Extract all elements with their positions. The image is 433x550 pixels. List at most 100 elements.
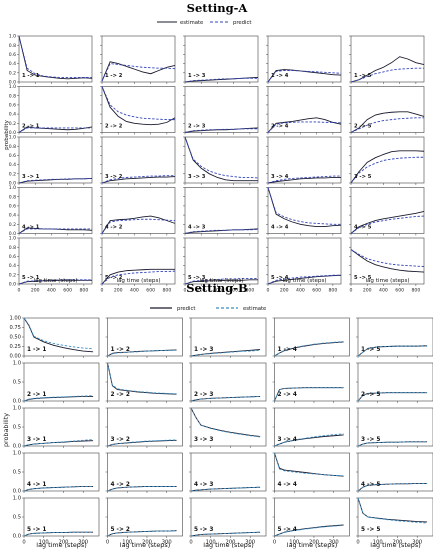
setting-a-legend: estimate predict <box>157 20 252 26</box>
panel-label: 1 -> 1 <box>22 73 40 79</box>
panel-a-2-4: 2 -> 4 <box>266 86 342 135</box>
y-tick-label: 0.5 <box>13 380 21 386</box>
panel-a-4-3: 4 -> 3 <box>183 187 259 236</box>
series-line-predict <box>184 228 259 234</box>
panel-label: 2 -> 4 <box>278 392 297 398</box>
panel-label: 1 -> 3 <box>194 347 213 353</box>
series-line-predict <box>184 128 258 133</box>
series-line-predict <box>267 274 341 285</box>
panel-frame <box>274 407 350 447</box>
series-line-estimate <box>190 486 261 492</box>
panel-b-3-3: 3 -> 3 <box>189 407 267 448</box>
series-line-predict <box>18 177 93 184</box>
panel-label: 5 -> 2 <box>111 527 130 533</box>
panel-frame <box>23 497 100 537</box>
x-tick-label: 0 <box>22 540 25 546</box>
series-line-estimate <box>18 35 93 80</box>
panel-b-3-1: 0.0 0.5 1.0 3 -> 1 <box>13 406 100 450</box>
x-tick-label: 200 <box>280 288 289 294</box>
y-tick-label: 0.6 <box>9 254 16 260</box>
series-line-estimate <box>357 497 428 524</box>
setting-b-legend: predict estimate <box>150 306 266 312</box>
panel-label: 2 -> 3 <box>188 124 206 130</box>
y-tick-label: 0.8 <box>9 194 16 200</box>
y-tick-label: 0.5 <box>13 515 21 521</box>
panel-a-1-5: 1 -> 5 <box>349 35 425 84</box>
x-tick-label: 800 <box>245 288 254 294</box>
x-tick-label: 0 <box>18 288 21 294</box>
x-tick-label: 200 <box>197 288 206 294</box>
x-tick-label: 200 <box>309 540 319 546</box>
panel-label: 5 -> 3 <box>188 275 206 281</box>
series-line-estimate <box>350 249 425 273</box>
panel-a-4-1: 0.0 0.2 0.4 0.6 0.8 1.0 4 -> 1 <box>9 185 93 237</box>
y-tick-label: 0.4 <box>9 213 16 219</box>
panel-b-5-1: 0.0 0.5 1.0 0 100 200 300 5 -> 1 lag time (steps… <box>13 496 100 549</box>
panel-a-3-3: 3 -> 3 <box>183 136 259 185</box>
legend-a-label-2: predict <box>233 20 252 26</box>
series-line-estimate <box>267 187 342 228</box>
y-tick-label: 0.8 <box>9 93 16 99</box>
series-line-predict <box>184 278 258 285</box>
panel-a-1-2: 1 -> 2 <box>100 35 176 84</box>
x-axis-label: lag time (steps) <box>116 278 160 284</box>
y-tick-label: 0.4 <box>9 263 16 269</box>
panel-label: 1 -> 4 <box>271 73 289 79</box>
legend-a-label-1: estimate <box>180 20 203 26</box>
series-line-estimate <box>18 279 92 285</box>
y-tick-label: 1.0 <box>9 34 16 40</box>
x-tick-label: 0 <box>106 540 109 546</box>
series-line-estimate <box>357 392 428 402</box>
y-tick-label: 0.0 <box>9 130 16 136</box>
panel-frame <box>107 452 183 492</box>
series-line-estimate <box>107 485 177 492</box>
y-tick-label: 0.6 <box>9 153 16 159</box>
x-tick-label: 800 <box>328 288 337 294</box>
series-line-estimate <box>101 176 176 184</box>
series-line-predict <box>18 127 92 133</box>
panel-label: 4 -> 3 <box>194 482 213 488</box>
x-axis-label: lag time (steps) <box>370 541 420 549</box>
setting-b-title: Setting-B <box>186 281 248 295</box>
series-line-predict <box>184 136 259 179</box>
series-line-predict <box>267 175 341 184</box>
panel-label: 1 -> 5 <box>354 73 372 79</box>
y-tick-label: 0.2 <box>9 272 16 278</box>
panel-frame <box>184 35 259 83</box>
x-tick-label: 0 <box>356 540 359 546</box>
panel-label: 5 -> 4 <box>271 275 289 281</box>
panel-label: 2 -> 4 <box>271 124 289 130</box>
series-line-predict <box>274 452 344 477</box>
x-tick-label: 400 <box>379 288 388 294</box>
series-line-estimate <box>101 61 176 82</box>
panel-label: 3 -> 3 <box>188 174 206 180</box>
panel-a-2-3: 2 -> 3 <box>183 86 259 135</box>
x-axis-label: lag time (steps) <box>282 278 326 284</box>
x-axis-label: lag time (steps) <box>365 278 409 284</box>
panel-label: 1 -> 4 <box>278 347 297 353</box>
series-line-predict <box>18 228 92 234</box>
panel-frame <box>350 86 425 133</box>
panel-label: 4 -> 2 <box>111 482 130 488</box>
panel-frame <box>350 35 425 83</box>
y-tick-label: 0.8 <box>9 245 16 251</box>
x-axis-label: lag time (steps) <box>120 541 170 549</box>
setting-a-grid: 0.0 0.2 0.4 0.6 0.8 1.0 1 -> 1 1 -> 2 1 -> 3 1 ->… <box>9 34 425 294</box>
y-tick-label: 1.0 <box>9 185 16 191</box>
x-tick-label: 200 <box>59 540 69 546</box>
y-tick-label: 0.2 <box>9 222 16 228</box>
panel-b-2-1: 0.0 0.5 1.0 2 -> 1 <box>13 361 100 405</box>
panel-label: 2 -> 3 <box>194 392 213 398</box>
panel-a-1-4: 1 -> 4 <box>266 35 342 84</box>
series-line-estimate <box>274 524 344 537</box>
series-line-predict <box>101 86 175 121</box>
x-tick-label: 100 <box>289 540 299 546</box>
panel-label: 3 -> 5 <box>361 437 380 443</box>
panel-label: 3 -> 4 <box>271 174 289 180</box>
panel-frame <box>107 497 183 537</box>
panel-label: 3 -> 4 <box>278 437 297 443</box>
panel-a-3-1: 0.0 0.2 0.4 0.6 0.8 1.0 3 -> 1 <box>9 135 93 187</box>
x-tick-label: 200 <box>142 540 152 546</box>
panel-frame <box>101 136 176 184</box>
